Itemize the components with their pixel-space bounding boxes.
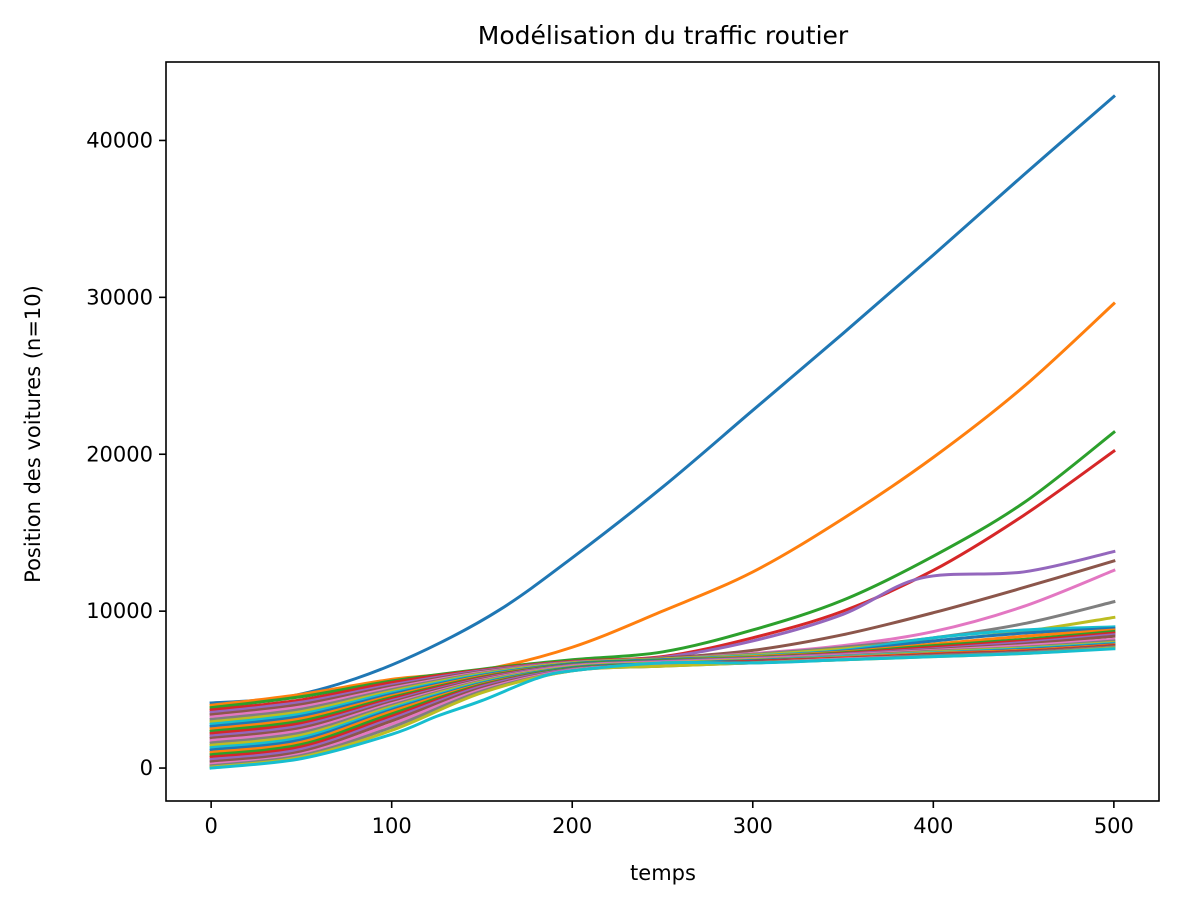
x-tick-label: 200	[552, 814, 592, 838]
series-line-3	[209, 430, 1116, 710]
y-tick-label: 0	[140, 756, 153, 780]
series-line-2	[209, 301, 1116, 707]
plot-area	[209, 94, 1116, 770]
x-tick-label: 300	[733, 814, 773, 838]
x-tick-label: 100	[372, 814, 412, 838]
x-tick-label: 400	[913, 814, 953, 838]
x-tick-label: 0	[204, 814, 217, 838]
y-tick-label: 10000	[86, 599, 153, 623]
series-line-4	[209, 449, 1116, 712]
plot-frame	[165, 61, 1160, 802]
y-tick-label: 30000	[86, 285, 153, 309]
y-tick-label: 40000	[86, 128, 153, 152]
chart-title: Modélisation du traffic routier	[478, 21, 849, 50]
x-tick-label: 500	[1094, 814, 1134, 838]
axes: 0 100 200 300 400 500 0 10000 20000 30000 40000	[86, 61, 1160, 838]
series-line-1	[209, 94, 1116, 705]
x-axis-title: temps	[630, 861, 696, 885]
y-tick-label: 20000	[86, 442, 153, 466]
series-line-30	[209, 647, 1116, 770]
y-axis-title: Position des voitures (n=10)	[21, 285, 45, 583]
